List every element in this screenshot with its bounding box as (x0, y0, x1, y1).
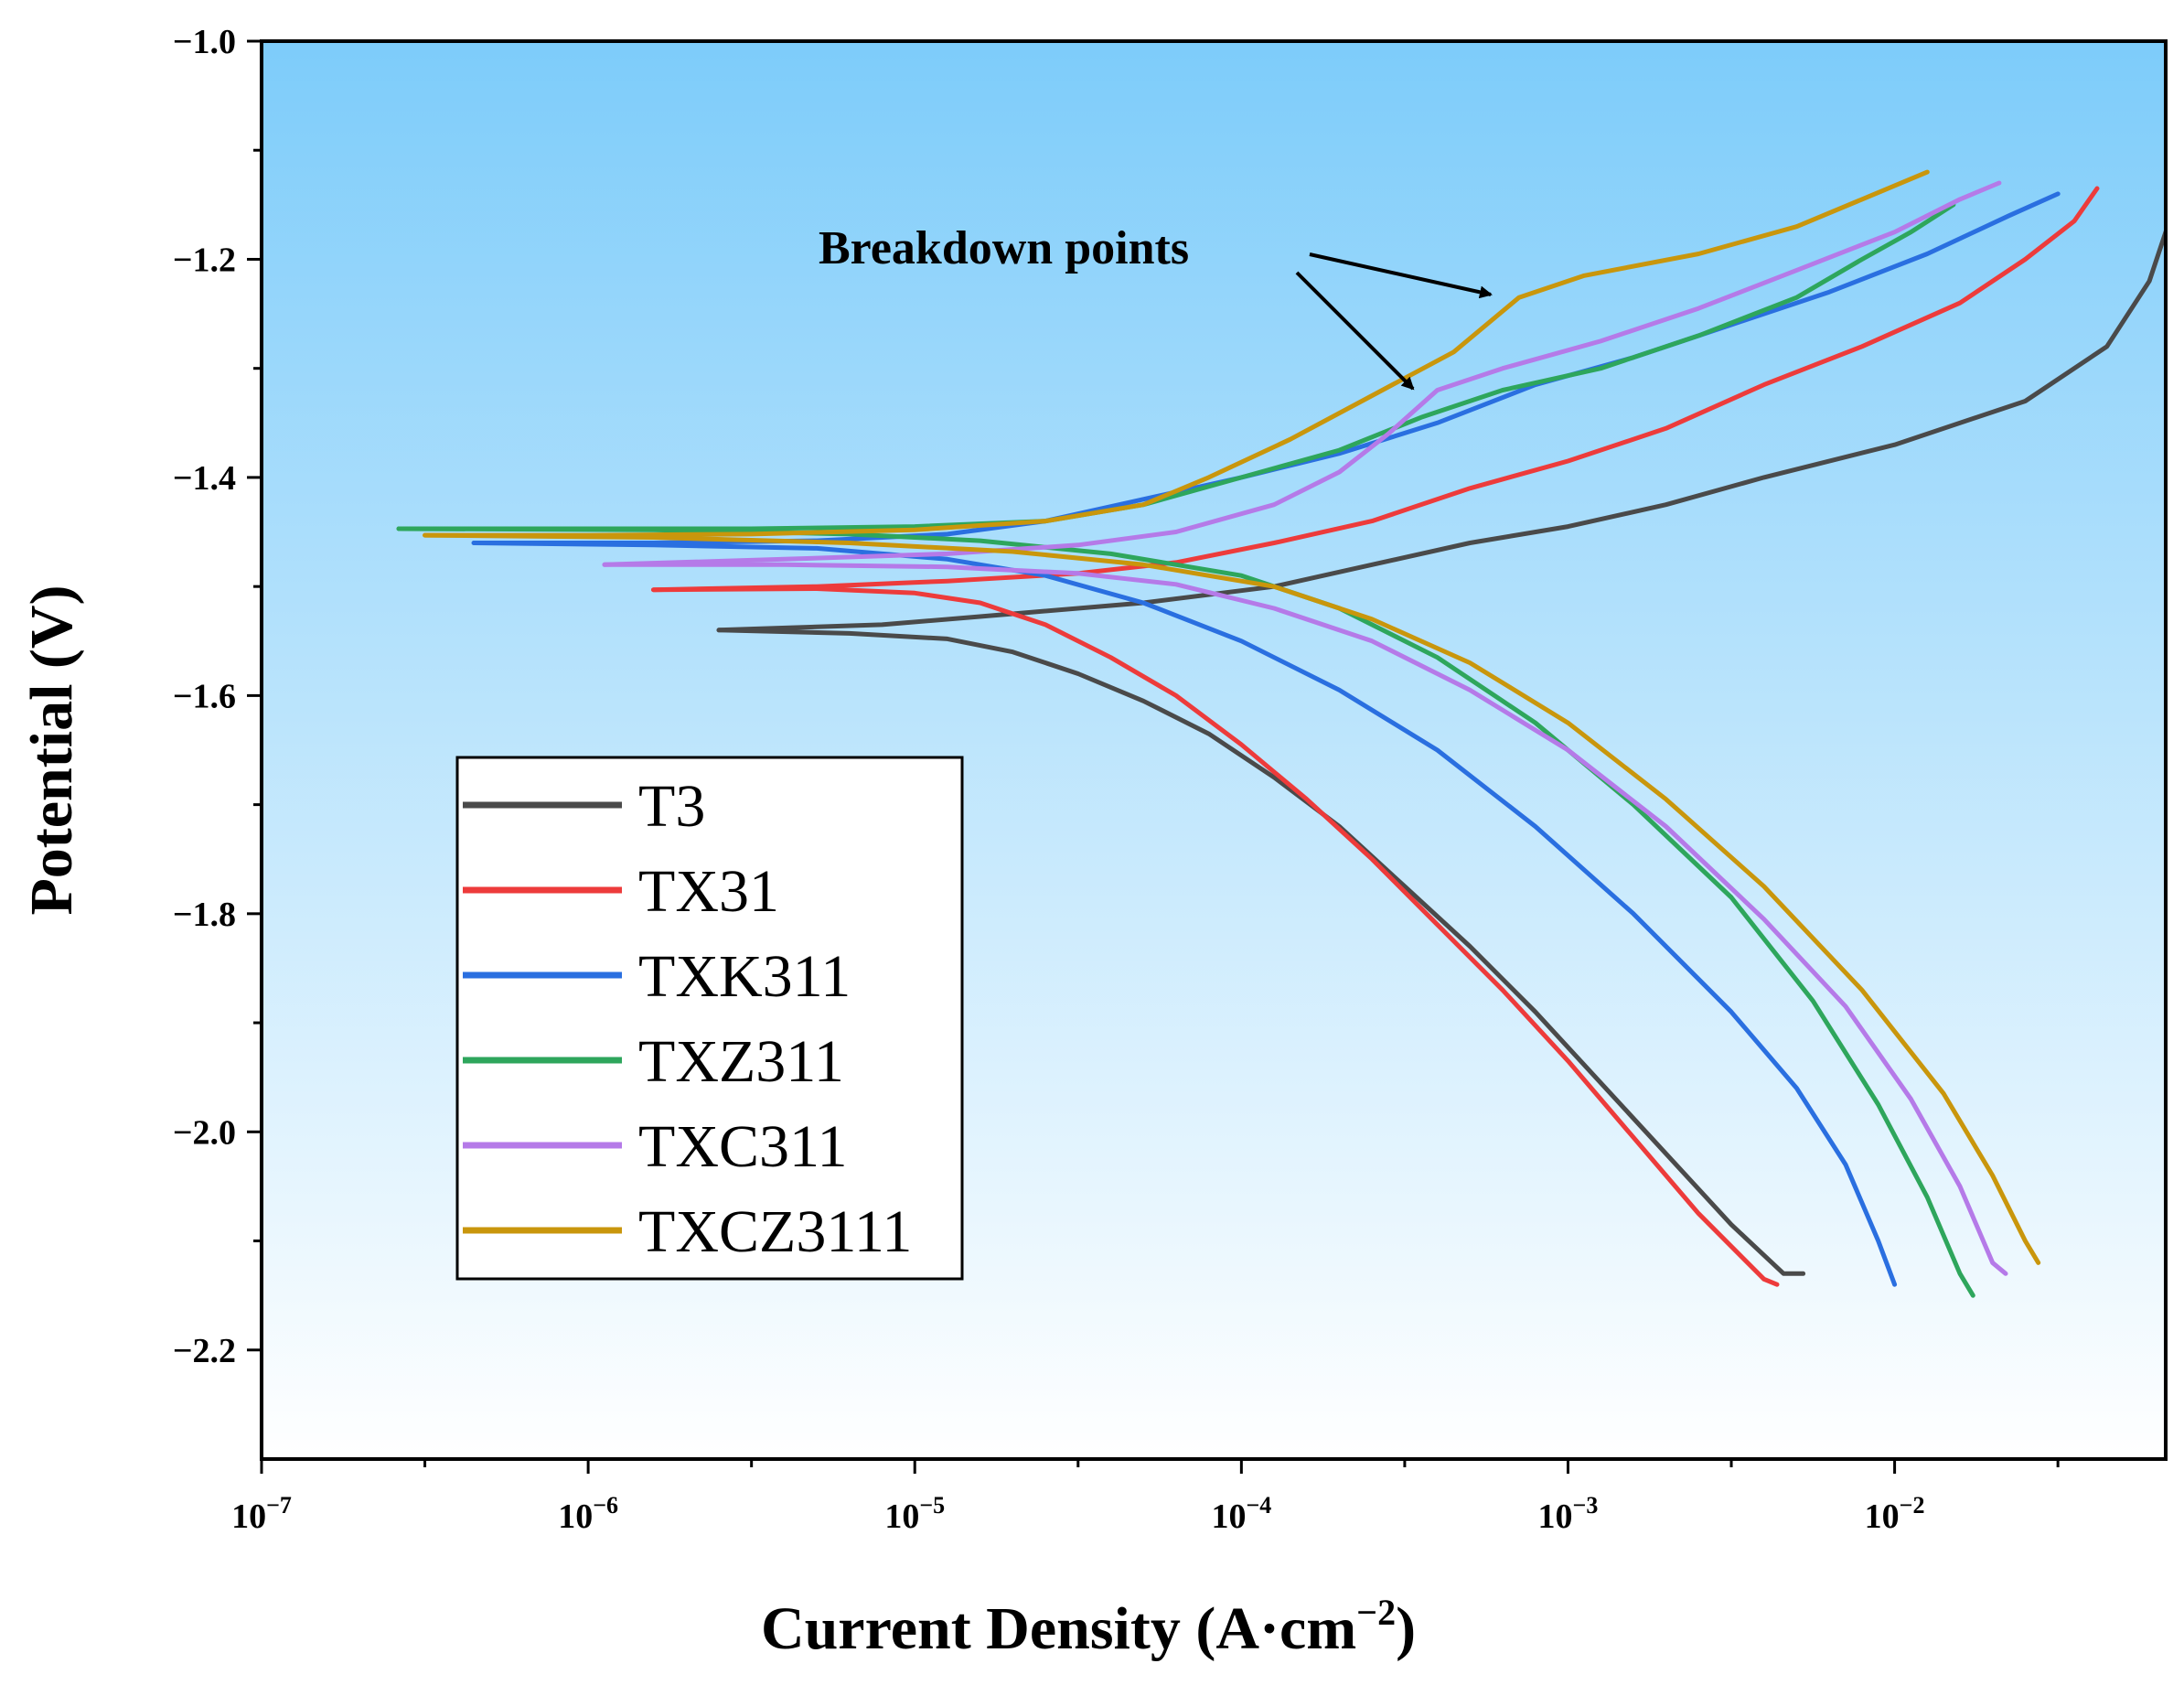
x-tick-label: 10−3 (1538, 1492, 1599, 1536)
y-tick-label: −1.2 (173, 241, 236, 279)
annotation-text: Breakdown points (819, 222, 1189, 274)
legend: T3 TX31 TXK311 TXZ311 TXC311 TXCZ3111 (455, 756, 964, 1281)
series-tx31-anodic (651, 186, 2100, 593)
x-tick-label: 10−5 (884, 1492, 945, 1536)
y-tick-label: −1.0 (173, 23, 236, 61)
y-tick-label: −2.2 (173, 1332, 236, 1370)
series-txz311-cathodic (396, 526, 1975, 1298)
legend-label-tx31: TX31 (638, 858, 779, 925)
y-tick-label: −1.8 (173, 896, 236, 934)
series-t3-anodic (716, 224, 2166, 633)
y-axis: −1.0 −1.2 −1.4 −1.6 −1.8 −2.0 −2.2 (173, 23, 262, 1370)
annotation-arrow-1 (1309, 252, 1493, 299)
series-txcz3111-cathodic (423, 532, 2041, 1265)
breakdown-annotation: Breakdown points (819, 222, 1493, 391)
legend-label-txc311: TXC311 (638, 1113, 848, 1180)
legend-label-txz311: TXZ311 (638, 1028, 844, 1095)
legend-label-txcz3111: TXCZ3111 (638, 1198, 912, 1265)
x-axis-title: Current Density (A·cm−2) (761, 1592, 1416, 1662)
x-axis-title-exp: −2 (1356, 1592, 1396, 1633)
legend-items: T3 TX31 TXK311 TXZ311 TXC311 TXCZ3111 (463, 773, 912, 1265)
y-axis-title: Potential (V) (18, 585, 85, 915)
series-txcz3111-anodic (423, 169, 1930, 538)
y-tick-label: −1.6 (173, 677, 236, 715)
plot-frame (260, 39, 2168, 1461)
legend-label-t3: T3 (638, 773, 705, 840)
legend-label-txk311: TXK311 (638, 943, 851, 1010)
y-tick-label: −1.4 (173, 459, 236, 498)
series-txc311-cathodic (602, 562, 2008, 1276)
x-axis-title-main: Current Density (A·cm (761, 1595, 1356, 1662)
annotation-arrow-2 (1295, 271, 1415, 391)
x-tick-label: 10−7 (231, 1492, 292, 1536)
x-tick-label: 10−4 (1211, 1492, 1271, 1536)
y-tick-label: −2.0 (173, 1113, 236, 1152)
series-tx31-cathodic (651, 586, 1780, 1287)
legend-box (455, 756, 964, 1281)
x-axis-title-close: ) (1396, 1595, 1416, 1662)
x-tick-label: 10−2 (1865, 1492, 1925, 1536)
x-tick-label: 10−6 (558, 1492, 618, 1536)
series-txz311-anodic (396, 202, 1956, 531)
series-layer (396, 169, 2166, 1298)
x-axis: 10−7 10−6 10−5 10−4 10−3 10−2 (231, 1459, 2060, 1536)
